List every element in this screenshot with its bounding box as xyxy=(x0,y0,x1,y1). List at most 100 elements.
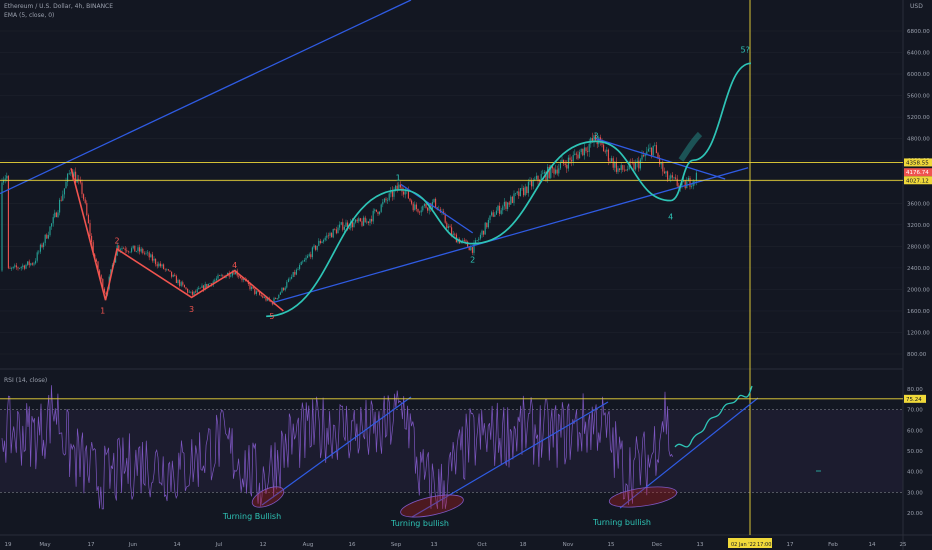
candle-body xyxy=(403,191,405,195)
candle-body xyxy=(167,269,169,271)
candle-body xyxy=(259,292,261,295)
candle-body xyxy=(276,297,278,299)
candle-body xyxy=(641,155,643,160)
candle-body xyxy=(46,234,48,239)
candle-body xyxy=(603,144,605,152)
candle-body xyxy=(542,173,544,175)
candle-body xyxy=(177,280,179,284)
candle-body xyxy=(214,280,216,282)
candle-body xyxy=(249,284,251,290)
candle-body xyxy=(516,191,518,194)
candle-body xyxy=(652,145,654,156)
x-tick-label: 19 xyxy=(5,542,12,548)
candle-body xyxy=(12,266,14,269)
price-tick-label: 6800.00 xyxy=(907,29,930,35)
candle-body xyxy=(235,270,237,275)
candle-body xyxy=(243,279,245,281)
rsi-legend: RSI (14, close) xyxy=(4,377,48,384)
candle-body xyxy=(660,162,662,165)
candle-body xyxy=(582,148,584,156)
candle-body xyxy=(409,198,411,201)
candle-body xyxy=(142,248,144,253)
candle-body xyxy=(201,285,203,288)
candle-body xyxy=(335,229,337,234)
candle-body xyxy=(486,222,488,228)
candle-body xyxy=(508,202,510,205)
candle-body xyxy=(659,157,661,165)
candle-body xyxy=(57,212,59,218)
candle-body xyxy=(183,284,185,288)
candle-body xyxy=(415,204,417,209)
candle-body xyxy=(556,169,558,174)
price-tick-label: 6000.00 xyxy=(907,72,930,78)
candle-body xyxy=(25,264,27,269)
candle-body xyxy=(203,285,205,290)
candle-body xyxy=(310,254,312,258)
candle-body xyxy=(55,212,57,218)
candle-body xyxy=(131,248,133,252)
candle-body xyxy=(79,179,81,183)
candle-body xyxy=(639,159,641,169)
candle-body xyxy=(651,147,653,156)
candle-body xyxy=(646,151,648,155)
candle-body xyxy=(353,222,355,228)
candle-body xyxy=(550,165,552,178)
candle-body xyxy=(230,275,232,277)
candle-body xyxy=(398,184,400,190)
candle-body xyxy=(478,238,480,241)
candle-body xyxy=(27,261,29,265)
candle-body xyxy=(11,268,13,269)
candle-body xyxy=(563,159,565,164)
candle-body xyxy=(540,174,542,182)
candle-body xyxy=(281,287,283,293)
rsi-tick-label: 30.00 xyxy=(907,490,923,496)
candle-body xyxy=(273,298,275,305)
candle-body xyxy=(630,161,632,163)
candle-body xyxy=(545,171,547,180)
candle-body xyxy=(481,230,483,235)
candle-body xyxy=(484,222,486,235)
rsi-tick-label: 70.00 xyxy=(907,408,923,414)
candle-body xyxy=(395,185,397,190)
candle-body xyxy=(150,254,152,258)
candle-body xyxy=(95,259,97,262)
candle-body xyxy=(599,137,601,141)
candle-body xyxy=(607,149,609,162)
candle-body xyxy=(393,189,395,197)
candle-body xyxy=(519,188,521,197)
candle-body xyxy=(121,248,123,250)
wave-label-red: 1 xyxy=(100,307,105,316)
candle-body xyxy=(500,210,502,214)
candle-body xyxy=(377,211,379,214)
teal-elliott-wave xyxy=(266,62,752,318)
cursor-time-label: 17:00 xyxy=(757,542,771,548)
candle-body xyxy=(311,247,313,258)
candle-body xyxy=(567,157,569,169)
x-tick-label: 13 xyxy=(431,542,438,548)
x-tick-label: 18 xyxy=(520,542,527,548)
candle-body xyxy=(611,158,613,162)
candle-body xyxy=(462,240,464,242)
rsi-tick-label: 60.00 xyxy=(907,428,923,434)
candle-body xyxy=(595,135,597,141)
candle-body xyxy=(671,175,673,178)
candle-body xyxy=(179,280,181,286)
candle-body xyxy=(254,288,256,294)
candle-body xyxy=(73,171,75,177)
candle-body xyxy=(564,163,566,165)
candle-body xyxy=(454,233,456,235)
cursor-date-label: 02 Jan '22 xyxy=(731,542,756,548)
candle-body xyxy=(303,259,305,262)
candle-body xyxy=(497,205,499,211)
candle-body xyxy=(553,168,555,174)
candle-body xyxy=(174,274,176,277)
candle-body xyxy=(555,169,557,174)
candle-body xyxy=(475,240,477,243)
rsi-line xyxy=(1,385,674,510)
price-candles xyxy=(1,132,697,306)
candle-body xyxy=(252,286,254,289)
x-tick-label: 12 xyxy=(260,542,267,548)
candle-body xyxy=(33,263,35,265)
candle-body xyxy=(572,154,574,162)
